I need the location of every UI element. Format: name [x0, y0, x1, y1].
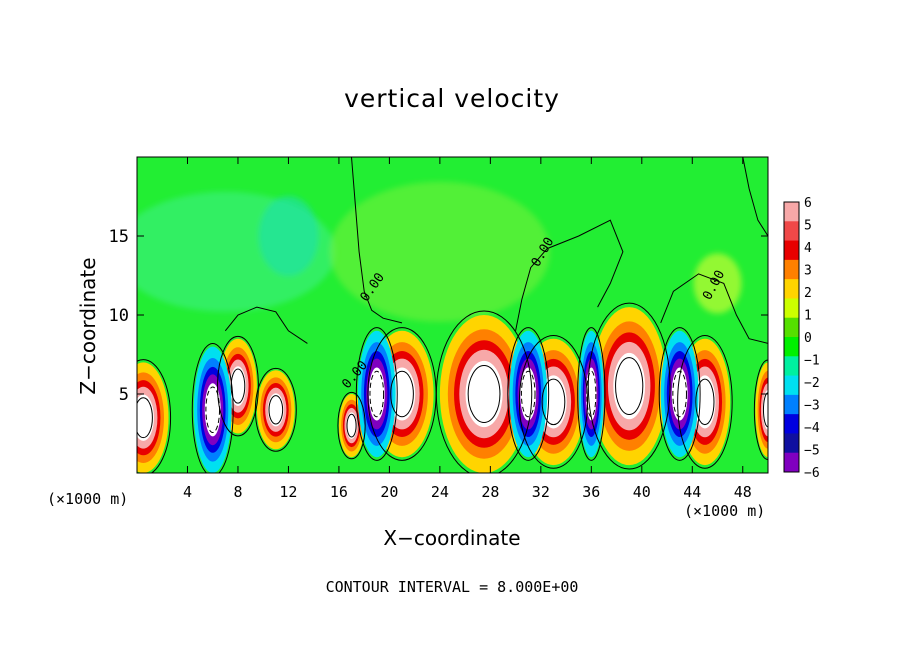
zero-contour	[518, 335, 589, 469]
colorbar-swatch	[784, 375, 799, 396]
y-tick-label: 10	[109, 306, 129, 326]
inner-contour	[268, 395, 284, 425]
downdraft-cell	[509, 330, 548, 458]
downdraft-cell	[660, 330, 699, 458]
chart-title: vertical velocity	[344, 84, 560, 113]
zero-contour	[224, 306, 308, 344]
x-tick-label: 16	[330, 483, 348, 501]
colorbar-swatch	[784, 394, 799, 415]
zero-contour	[254, 367, 297, 452]
zero-contour	[337, 391, 366, 460]
colorbar-label: 1	[804, 309, 812, 324]
zero-contour	[658, 327, 701, 461]
inner-contour	[615, 357, 644, 416]
colorbar-label: −3	[804, 399, 820, 414]
zero-contour	[677, 335, 733, 469]
zero-contour	[507, 327, 550, 461]
zero-contour	[435, 310, 533, 473]
inner-contour	[695, 378, 715, 426]
inner-contour	[467, 365, 501, 423]
updraft-cell	[137, 362, 169, 473]
zero-contour	[577, 327, 606, 461]
inner-contour	[541, 378, 566, 426]
zero-contour	[355, 327, 398, 461]
colorbar-swatch	[784, 414, 799, 434]
x-tick-label: 36	[582, 483, 600, 501]
colorbar-label: 0	[804, 331, 812, 346]
downdraft-cell	[357, 330, 396, 458]
inner-contour	[672, 370, 687, 418]
colorbar-swatch	[784, 240, 799, 261]
y-axis-ticks: 5 10 15	[109, 227, 768, 405]
inner-contour	[230, 368, 246, 404]
x-axis-label: X−coordinate	[383, 526, 521, 550]
zero-contour	[753, 359, 768, 461]
colorbar-label: −6	[804, 466, 820, 481]
plot-area	[137, 157, 768, 473]
zero-contour	[515, 219, 624, 331]
colorbar-border	[783, 201, 800, 473]
x-tick-label: 48	[734, 483, 752, 501]
colorbar-swatch	[784, 317, 799, 338]
region-cool	[258, 196, 319, 276]
downdraft-cell	[193, 346, 232, 473]
inner-contour	[137, 397, 153, 439]
colorbar-label: −1	[804, 354, 820, 369]
region-warm	[329, 181, 550, 322]
colorbar-swatch	[784, 279, 799, 299]
colorbar-swatch	[784, 202, 799, 222]
zero-contour	[191, 342, 234, 473]
y-tick-label: 15	[109, 227, 129, 247]
inner-contour	[390, 370, 414, 418]
x-tick-label: 44	[683, 483, 701, 501]
colorbar-swatch	[784, 259, 799, 280]
colorbar: 6 5 4 3 2 1 0 −1 −2 −3 −4 −5 −6	[783, 196, 820, 481]
colorbar-label: −2	[804, 376, 820, 391]
colorbar-label: −4	[804, 421, 820, 436]
colorbar-label: 6	[804, 196, 812, 211]
x-tick-label: 4	[183, 483, 192, 501]
inner-contour	[369, 370, 385, 418]
x-unit-label-left: (×1000 m)	[47, 490, 129, 508]
inner-contour	[520, 370, 536, 418]
inner-contour	[346, 413, 357, 438]
colorbar-label: 3	[804, 264, 812, 279]
zero-contour	[137, 359, 172, 473]
updraft-cell	[256, 370, 295, 450]
colorbar-swatch	[784, 337, 799, 357]
contour-lines	[137, 157, 768, 473]
x-tick-label: 32	[532, 483, 550, 501]
colorbar-label: 4	[804, 241, 812, 256]
zero-contour	[351, 157, 403, 324]
zero-contour	[742, 157, 768, 237]
zero-contour	[217, 335, 259, 437]
updraft-cell	[338, 394, 365, 458]
updraft-cell	[439, 315, 529, 473]
updraft-cell	[591, 307, 668, 466]
x-axis-ticks: 4 8 12 16 20 24 28 32 36 40 44 48	[183, 157, 752, 501]
colorbar-label: −5	[804, 444, 820, 459]
colorbar-swatch	[784, 298, 799, 319]
x-tick-label: 12	[279, 483, 297, 501]
inner-contour	[586, 370, 597, 418]
x-tick-label: 20	[380, 483, 398, 501]
y-tick-label: 5	[119, 385, 129, 405]
colorbar-swatch	[784, 356, 799, 377]
colorbar-label: 5	[804, 219, 812, 234]
zero-contour	[587, 302, 671, 470]
colorbar-swatch	[784, 221, 799, 242]
colorbar-swatch	[784, 433, 799, 454]
inner-contour	[205, 386, 221, 434]
x-tick-label: 8	[233, 483, 242, 501]
contour-interval-note: CONTOUR INTERVAL = 8.000E+00	[325, 578, 579, 596]
colorbar-swatch	[784, 452, 799, 473]
colorbar-label: 2	[804, 286, 812, 301]
x-unit-label-right: (×1000 m)	[684, 502, 766, 520]
x-tick-label: 24	[431, 483, 449, 501]
zero-contour	[660, 273, 768, 344]
x-tick-label: 40	[633, 483, 651, 501]
x-tick-label: 28	[481, 483, 499, 501]
